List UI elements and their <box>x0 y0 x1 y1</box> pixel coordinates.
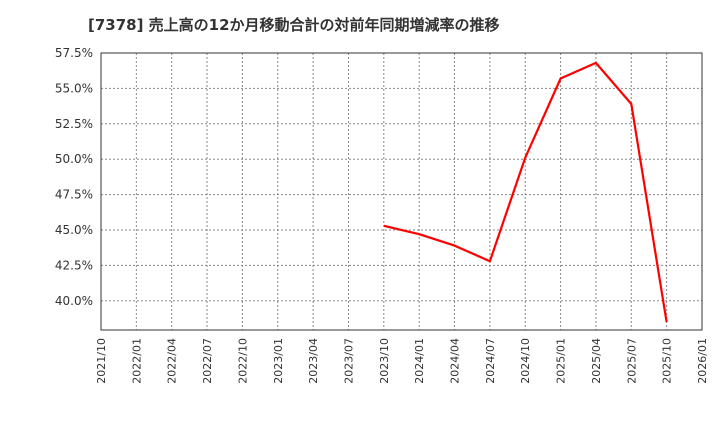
x-tick-label: 2025/01 <box>555 338 568 384</box>
x-tick-label: 2026/01 <box>696 338 709 384</box>
data-line <box>383 61 668 323</box>
x-tick-label: 2022/04 <box>166 338 179 384</box>
x-tick-label: 2024/10 <box>519 338 532 384</box>
x-tick-label: 2023/10 <box>378 338 391 384</box>
x-tick-label: 2021/10 <box>95 338 108 384</box>
x-axis-ticks: 2021/10 2022/01 2022/04 2022/07 2022/10 2023/… <box>95 338 709 384</box>
y-tick-label: 50.0% <box>55 152 93 166</box>
chart-title: [7378] 売上高の12か月移動合計の対前年同期増減率の推移 <box>88 16 500 34</box>
y-tick-label: 52.5% <box>55 117 93 131</box>
x-tick-label: 2022/07 <box>201 338 214 384</box>
x-tick-label: 2022/01 <box>130 338 143 384</box>
x-tick-label: 2023/01 <box>272 338 285 384</box>
x-tick-label: 2022/10 <box>236 338 249 384</box>
y-tick-label: 40.0% <box>55 294 93 308</box>
y-axis-ticks: 57.5% 55.0% 52.5% 50.0% 47.5% 45.0% 42.5% 40.0% <box>55 46 93 308</box>
x-tick-label: 2024/01 <box>413 338 426 384</box>
x-tick-label: 2023/07 <box>342 338 355 384</box>
y-tick-label: 42.5% <box>55 258 93 272</box>
plot-frame <box>100 52 703 331</box>
y-tick-label: 55.0% <box>55 81 93 95</box>
x-tick-label: 2025/10 <box>661 338 674 384</box>
x-tick-label: 2025/07 <box>625 338 638 384</box>
x-tick-label: 2025/04 <box>590 338 603 384</box>
y-tick-label: 57.5% <box>55 46 93 60</box>
x-tick-label: 2024/04 <box>449 338 462 384</box>
x-tick-label: 2024/07 <box>484 338 497 384</box>
x-tick-label: 2023/04 <box>307 338 320 384</box>
grid-lines <box>101 53 702 330</box>
y-tick-label: 47.5% <box>55 188 93 202</box>
y-tick-label: 45.0% <box>55 223 93 237</box>
